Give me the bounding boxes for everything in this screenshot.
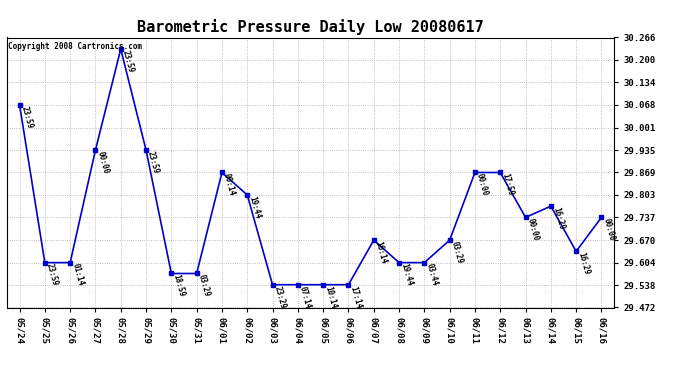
Text: 00:14: 00:14 [222, 172, 237, 197]
Text: 23:29: 23:29 [273, 285, 287, 309]
Text: 18:59: 18:59 [171, 273, 186, 298]
Text: 17:59: 17:59 [500, 172, 515, 197]
Text: 03:44: 03:44 [424, 262, 439, 287]
Text: Copyright 2008 Cartronics.com: Copyright 2008 Cartronics.com [8, 42, 142, 51]
Text: 23:59: 23:59 [45, 262, 59, 287]
Text: 16:29: 16:29 [576, 251, 591, 276]
Text: 16:14: 16:14 [374, 240, 388, 265]
Text: 00:00: 00:00 [602, 217, 616, 242]
Text: 00:00: 00:00 [95, 150, 110, 175]
Text: 00:00: 00:00 [526, 217, 540, 242]
Text: 16:29: 16:29 [551, 206, 566, 231]
Text: 23:59: 23:59 [121, 49, 135, 74]
Text: 23:59: 23:59 [19, 105, 34, 129]
Text: 00:00: 00:00 [475, 172, 490, 197]
Text: 01:14: 01:14 [70, 262, 85, 287]
Text: 19:44: 19:44 [247, 195, 262, 220]
Text: 03:29: 03:29 [197, 273, 211, 298]
Text: 10:14: 10:14 [323, 285, 338, 309]
Title: Barometric Pressure Daily Low 20080617: Barometric Pressure Daily Low 20080617 [137, 19, 484, 35]
Text: 17:14: 17:14 [348, 285, 363, 309]
Text: 23:59: 23:59 [146, 150, 161, 175]
Text: 03:29: 03:29 [450, 240, 464, 265]
Text: 07:14: 07:14 [298, 285, 313, 309]
Text: 19:44: 19:44 [399, 262, 414, 287]
